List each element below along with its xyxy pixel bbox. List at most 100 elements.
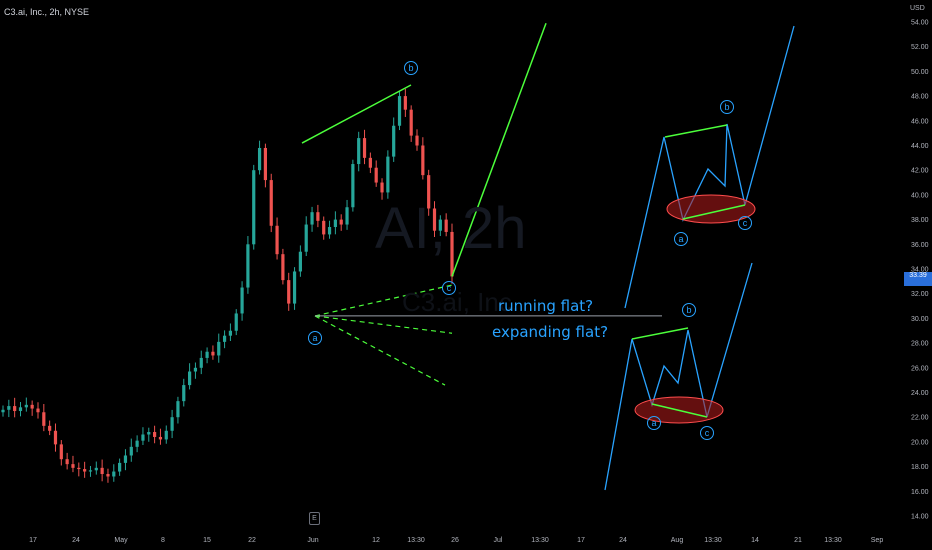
price-tick-label: 14.00: [911, 514, 929, 521]
candle-body: [421, 145, 425, 176]
price-tick-label: 16.00: [911, 489, 929, 496]
candle-body: [222, 335, 227, 342]
price-tick-label: 52.00: [911, 44, 929, 51]
candle-body: [228, 330, 233, 336]
expanding-flat-bottom-line: [651, 403, 708, 418]
wave-label-a: a: [312, 333, 317, 343]
candle-body: [287, 280, 291, 304]
candle-body: [269, 180, 273, 226]
candle-body: [327, 227, 332, 235]
dashed-fan-line: [314, 315, 453, 334]
wave-label-circle: [700, 426, 714, 440]
candle-body: [129, 446, 133, 456]
candle-body: [135, 440, 139, 447]
running-flat-top-line: [664, 124, 728, 138]
time-tick-label: 17: [577, 537, 585, 544]
candle-body: [275, 225, 279, 255]
candle-body: [345, 207, 349, 225]
wave-label-b: b: [408, 63, 413, 73]
price-tick-label: 54.00: [911, 20, 929, 27]
candle-body: [415, 135, 419, 146]
time-tick-label: 24: [72, 537, 80, 544]
time-tick-label: Aug: [671, 537, 684, 544]
wave-label-c: c: [447, 283, 452, 293]
time-tick-label: 21: [794, 537, 802, 544]
candle-body: [310, 212, 314, 225]
wave-label-circle: [738, 216, 752, 230]
price-tick-label: 44.00: [911, 143, 929, 150]
candle-body: [240, 287, 244, 314]
price-tick-label: 20.00: [911, 439, 929, 446]
trendline-projection: [451, 22, 547, 277]
price-tick-label: 22.00: [911, 415, 929, 422]
time-tick-label: Sep: [871, 537, 884, 544]
candle-body: [13, 406, 17, 412]
candle-body: [386, 156, 390, 193]
price-tick-label: 48.00: [911, 94, 929, 101]
candlestick-series: [1, 88, 454, 483]
last-price-tag: 33.39: [904, 272, 932, 286]
symbol-header[interactable]: C3.ai, Inc., 2h, NYSE: [4, 7, 90, 17]
candle-body: [246, 244, 250, 288]
candle-body: [83, 469, 87, 472]
candle-body: [450, 231, 454, 277]
time-tick-label: 8: [161, 537, 165, 544]
wave-label-a: a: [678, 234, 683, 244]
price-tick-label: 34.00: [911, 267, 929, 274]
candle-body: [30, 404, 34, 409]
candle-body: [199, 357, 203, 368]
candle-body: [53, 430, 58, 445]
time-tick-label: 17: [29, 537, 37, 544]
price-tick-label: 40.00: [911, 192, 929, 199]
candle-body: [281, 254, 285, 281]
candle-body: [18, 407, 23, 412]
price-tick-label: 30.00: [911, 316, 929, 323]
candle-body: [403, 96, 407, 110]
wave-label-a: a: [651, 418, 656, 428]
time-axis[interactable]: 17 24 May 8 15 22 Jun 12 13:30 26 Jul 13:30 17 24 Aug 1…: [29, 537, 883, 544]
wave-label-circle: [682, 303, 696, 317]
annotation-expanding-flat[interactable]: expanding flat?: [492, 323, 609, 341]
expanding-flat-top-line: [631, 327, 689, 340]
wave-label-circle: [404, 61, 418, 75]
wave-label-circle: [308, 331, 322, 345]
annotation-running-flat[interactable]: running flat?: [498, 297, 594, 315]
wave-label-circle: [674, 232, 688, 246]
wave-label-circle: [647, 416, 661, 430]
price-tick-label: 46.00: [911, 118, 929, 125]
candle-body: [333, 219, 337, 228]
price-tick-label: 28.00: [911, 341, 929, 348]
wave-labels: a b c a b c a b c: [308, 61, 752, 440]
price-tick-label: 18.00: [911, 464, 929, 471]
candle-body: [1, 409, 5, 413]
candle-body: [187, 371, 192, 386]
candle-body: [362, 138, 367, 158]
trendline-b-top: [301, 84, 412, 144]
time-tick-label: 13:30: [704, 537, 722, 544]
candle-body: [36, 408, 40, 413]
candle-body: [88, 470, 93, 472]
candle-body: [118, 462, 122, 472]
candle-body: [368, 157, 372, 168]
price-axis[interactable]: 14.00 16.00 18.00 20.00 22.00 24.00 26.00 28.00…: [911, 20, 929, 521]
candle-body: [100, 467, 104, 475]
candle-body: [392, 125, 396, 157]
earnings-icon[interactable]: E: [309, 512, 320, 525]
candle-body: [304, 224, 308, 252]
candle-body: [438, 219, 442, 231]
candle-body: [432, 208, 437, 231]
candle-body: [48, 425, 52, 431]
candle-body: [397, 96, 402, 126]
candle-body: [292, 271, 297, 304]
candle-body: [427, 175, 431, 209]
candle-body: [147, 432, 151, 435]
dashed-fan-line: [314, 284, 453, 317]
candle-body: [263, 147, 268, 181]
time-tick-label: 13:30: [407, 537, 425, 544]
price-tick-label: 36.00: [911, 242, 929, 249]
time-tick-label: 15: [203, 537, 211, 544]
candle-body: [357, 138, 361, 165]
candle-body: [252, 170, 256, 245]
price-tick-label: 32.00: [911, 291, 929, 298]
